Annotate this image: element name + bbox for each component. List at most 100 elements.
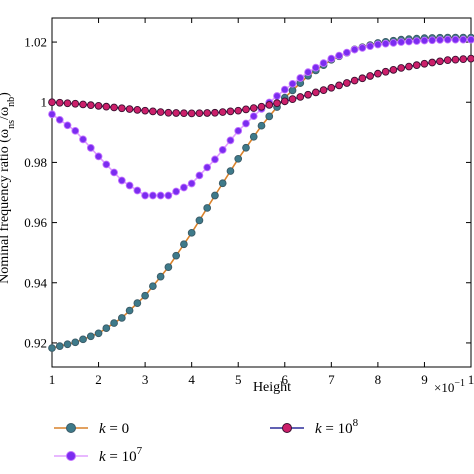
y-axis-title: Nominal frequency ratio (ωns/ωnb) [0,92,17,284]
data-point [156,272,165,281]
data-point [280,85,289,94]
x-axis-scale-exp: −1 [454,378,465,389]
data-point [304,90,312,99]
data-point [102,102,111,111]
x-tick-label: 7 [328,372,335,387]
data-point [374,69,382,78]
data-point [203,204,212,212]
data-point [94,101,103,110]
data-point [436,57,444,66]
data-point [405,62,413,71]
legend-label-value: = 10 [106,449,137,465]
data-point [412,37,421,45]
series-1 [48,35,474,200]
y-axis: 0.92 0.94 0.96 0.98 1 1.02 [24,35,471,350]
plot-border [51,17,472,368]
data-point [249,132,258,141]
data-point [397,38,406,46]
data-point [55,115,64,124]
data-point [117,314,126,322]
legend-label: k = 107 [99,445,143,465]
data-point [389,65,398,74]
data-point [467,35,474,44]
data-point [133,299,142,307]
data-point [249,112,258,121]
data-point [296,93,305,101]
x-tick-label: 8 [375,372,382,387]
data-point [288,79,297,88]
data-point [366,72,374,80]
data-point [141,291,149,300]
data-point [218,179,227,188]
data-point [343,48,351,57]
data-point [195,109,204,118]
data-point [288,86,297,95]
data-point [218,108,227,116]
data-point [405,37,413,46]
data-point [218,146,227,154]
data-point [226,167,235,175]
data-point [48,98,56,107]
data-point [94,329,103,338]
data-point [79,335,87,344]
data-point [428,58,437,67]
legend-label-var: k [99,421,106,437]
data-point [125,105,134,113]
legend-marker [282,423,292,433]
data-point [86,101,95,110]
data-point [187,109,196,118]
data-point [273,92,281,100]
data-point [149,107,157,116]
data-point [71,126,80,135]
data-point [381,39,390,48]
data-point [242,105,250,114]
y-axis-title-sub-den: nb [6,97,17,107]
data-point [63,99,72,108]
data-point [117,104,126,113]
legend-label: k = 108 [315,417,359,437]
data-point [459,35,468,44]
x-tick-label: 5 [235,372,242,387]
data-point [203,163,212,172]
data-point [412,61,421,69]
x-tick-label: 6 [282,372,289,387]
data-point [149,282,157,291]
data-point [203,109,212,117]
x-axis: 1 2 3 4 5 6 7 8 9 1 [49,18,474,387]
data-point [125,306,134,315]
data-point [86,144,95,152]
data-point [164,108,173,117]
x-tick-label: 2 [95,372,102,387]
data-point [249,104,258,112]
data-point [48,110,56,119]
series-line [51,36,471,349]
data-point [164,263,173,271]
series-2 [48,54,474,118]
y-tick-label: 0.94 [24,275,47,290]
data-point [102,160,111,169]
legend-label-value: = 0 [106,421,129,437]
plot-frame [51,17,472,368]
data-point [211,108,219,117]
data-point [180,183,188,192]
data-point [63,340,72,349]
data-point [156,191,165,200]
data-point [226,107,235,116]
data-point [358,44,367,52]
data-point [335,51,343,60]
data-point [319,59,328,67]
legend-label-exp: 8 [353,417,359,429]
data-point [257,121,266,130]
data-point [366,42,374,51]
data-point [327,83,336,92]
data-point [211,155,219,164]
data-point [451,35,460,44]
y-axis-title-mid: /ω [0,107,12,120]
data-point [180,109,188,118]
y-tick-label: 1 [41,95,48,110]
data-point [397,64,406,72]
legend-label: k = 0 [99,421,129,437]
legend-label-var: k [99,449,106,465]
